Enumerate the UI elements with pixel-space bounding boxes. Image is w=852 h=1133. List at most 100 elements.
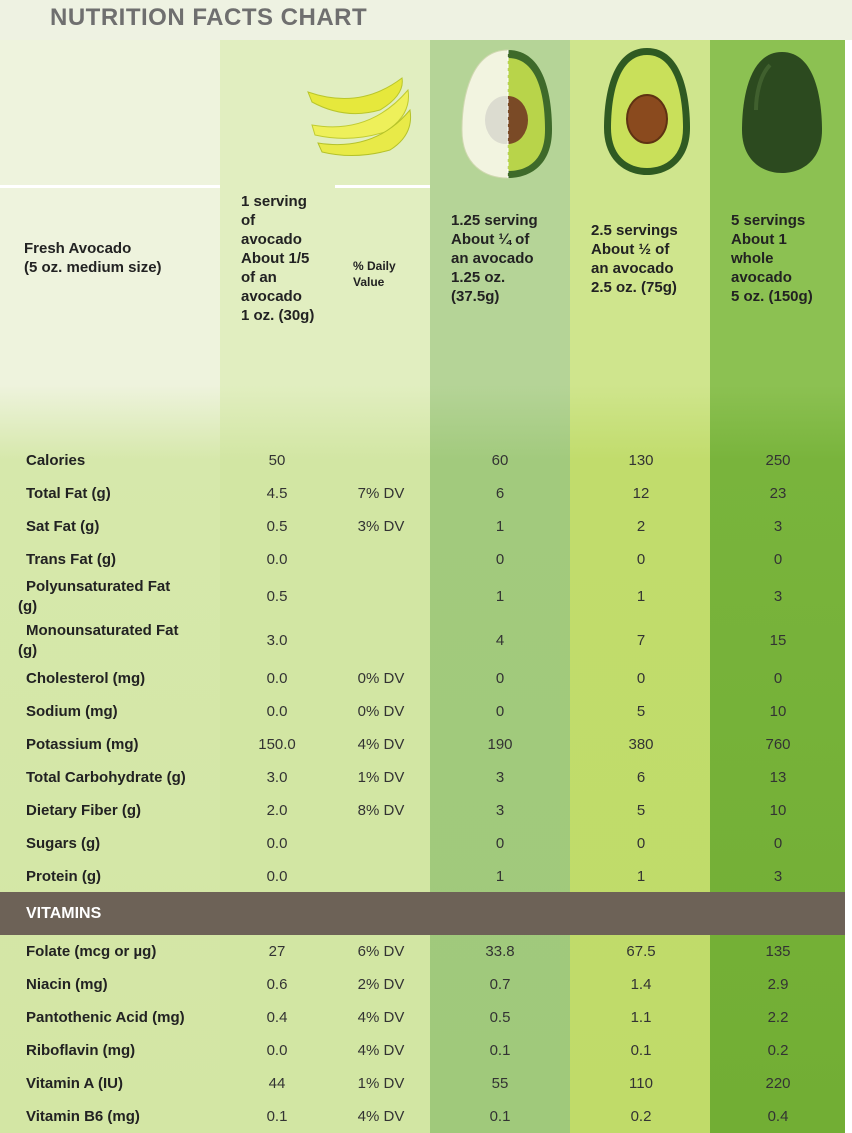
cell-value: 0 (773, 670, 783, 687)
cell-value: 23 (769, 485, 787, 502)
cell-value: 6 (636, 769, 646, 786)
cell-value: 27 (268, 943, 286, 960)
column-header: (37.5g) (451, 288, 500, 305)
row-label: Vitamin A (IU) (26, 1075, 123, 1092)
daily-value: 0% DV (357, 670, 405, 687)
column-header: of an (241, 269, 277, 286)
cell-value: 110 (629, 1075, 653, 1092)
cell-value: 0.0 (266, 1042, 288, 1059)
column-header: 2.5 servings (591, 222, 678, 239)
column-header: 1 oz. (30g) (241, 307, 315, 324)
row-label: Monounsaturated Fat (26, 622, 179, 639)
cell-value: 135 (765, 943, 791, 960)
avocado-half (604, 48, 690, 175)
separator (335, 185, 430, 188)
column-header: 5 servings (731, 212, 806, 229)
column-header: About ½ of (591, 241, 670, 258)
cell-value: 3 (495, 802, 505, 819)
cell-value: 0 (636, 835, 646, 852)
cell-value: 250 (765, 452, 791, 469)
cell-value: 5 (636, 703, 646, 720)
cell-value: 12 (632, 485, 650, 502)
row-label: Dietary Fiber (g) (26, 802, 142, 819)
column-bg (570, 40, 710, 1133)
cell-value: 1 (636, 588, 646, 605)
daily-value: 6% DV (357, 943, 405, 960)
cell-value: 0.4 (266, 1009, 288, 1026)
cell-value: 380 (628, 736, 654, 753)
row-label: Riboflavin (mg) (26, 1042, 136, 1059)
cell-value: 1.1 (630, 1009, 652, 1026)
daily-value: 4% DV (357, 1108, 405, 1125)
cell-value: 0.5 (266, 518, 288, 535)
row-label: Pantothenic Acid (mg) (26, 1009, 185, 1026)
row-label: Calories (26, 452, 86, 469)
daily-value: 4% DV (357, 1042, 405, 1059)
avocado-images (307, 48, 822, 179)
cell-value: 3 (773, 868, 783, 885)
daily-value: 4% DV (357, 736, 405, 753)
column-header: 1.25 oz. (451, 269, 506, 286)
column-header: avocado (241, 231, 302, 248)
cell-value: 3.0 (266, 632, 288, 649)
cell-value: 0.7 (489, 976, 511, 993)
column-header: 1.25 serving (451, 212, 538, 229)
row-label: Cholesterol (mg) (26, 670, 146, 687)
column-header: Value (353, 275, 385, 289)
cell-value: 130 (628, 452, 654, 469)
row-label: (g) (18, 642, 38, 659)
daily-value: 4% DV (357, 1009, 405, 1026)
column-bg (220, 40, 430, 1133)
cell-value: 0.2 (630, 1108, 652, 1125)
cell-value: 3 (773, 588, 783, 605)
row-label: Polyunsaturated Fat (26, 578, 171, 595)
cell-value: 0 (773, 551, 783, 568)
cell-value: 0 (495, 835, 505, 852)
cell-value: 1 (495, 518, 505, 535)
cell-value: 190 (487, 736, 513, 753)
cell-value: 0.6 (266, 976, 288, 993)
cell-value: 10 (769, 802, 787, 819)
cell-value: 0.0 (266, 868, 288, 885)
cell-value: 0.1 (489, 1108, 511, 1125)
cell-value: 6 (495, 485, 505, 502)
column-header: whole (731, 250, 774, 267)
section-title: VITAMINS (26, 905, 102, 922)
avocado-whole (742, 52, 822, 173)
cell-value: 0.5 (489, 1009, 511, 1026)
row-label: Potassium (mg) (26, 736, 139, 753)
cell-value: 0.1 (266, 1108, 288, 1125)
cell-value: 15 (769, 632, 787, 649)
cell-value: 3 (495, 769, 505, 786)
column-header: 1 serving (241, 193, 307, 210)
column-header: About ¼ of (451, 231, 530, 248)
daily-value: 2% DV (357, 976, 405, 993)
cell-value: 3.0 (266, 769, 288, 786)
row-label: Total Carbohydrate (g) (26, 769, 186, 786)
cell-value: 67.5 (626, 943, 656, 960)
cell-value: 1.4 (630, 976, 652, 993)
cell-value: 0.4 (767, 1108, 789, 1125)
cell-value: 33.8 (485, 943, 515, 960)
cell-value: 1 (495, 588, 505, 605)
avocado-slices (307, 77, 412, 157)
cell-value: 0.1 (489, 1042, 511, 1059)
cell-value: 0.0 (266, 670, 288, 687)
title-bar (0, 0, 852, 40)
column-header: Fresh Avocado (24, 240, 132, 257)
cell-value: 2 (636, 518, 646, 535)
cell-value: 1 (636, 868, 646, 885)
column-header: 2.5 oz. (75g) (591, 279, 677, 296)
daily-value: 1% DV (357, 1075, 405, 1092)
cell-value: 0 (636, 670, 646, 687)
cell-value: 44 (268, 1075, 286, 1092)
cell-value: 760 (765, 736, 791, 753)
cell-value: 60 (491, 452, 509, 469)
column-header: an avocado (451, 250, 534, 267)
column-bg (430, 40, 570, 1133)
cell-value: 0.1 (630, 1042, 652, 1059)
cell-value: 10 (769, 703, 787, 720)
cell-value: 0.0 (266, 551, 288, 568)
column-bg (710, 40, 845, 1133)
